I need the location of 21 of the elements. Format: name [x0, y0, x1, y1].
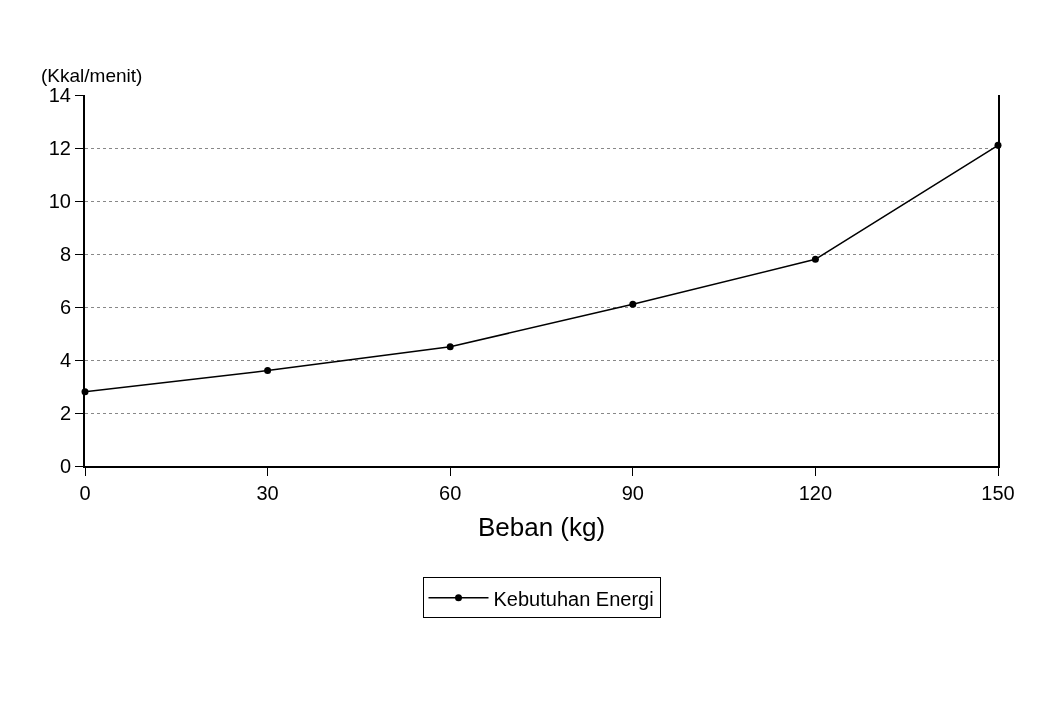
x-tick-label: 60: [439, 482, 462, 504]
y-tick-label: 14: [48, 84, 71, 106]
point: [629, 300, 637, 308]
y-tick-label: 10: [48, 190, 71, 212]
legend-label: Kebutuhan Energi: [493, 587, 654, 610]
x-tick-label: 150: [981, 482, 1015, 504]
point: [811, 255, 819, 263]
x-axis-title: Beban (kg): [477, 512, 606, 543]
y-tick-label: 8: [59, 243, 71, 265]
x-tick-label: 0: [79, 482, 91, 504]
x-tick-label: 90: [621, 482, 644, 504]
y-axis-title: (Kkal/menit): [41, 65, 143, 86]
y-tick-label: 6: [59, 296, 71, 318]
y-tick-label: 12: [48, 137, 71, 159]
y-tick-label: 0: [59, 455, 71, 477]
y-tick-label: 2: [59, 402, 71, 424]
x-tick-label: 120: [798, 482, 833, 504]
y-tick-label: 4: [59, 349, 71, 371]
x-tick-label: 30: [256, 482, 279, 504]
point: [446, 343, 454, 351]
point: [264, 367, 272, 375]
